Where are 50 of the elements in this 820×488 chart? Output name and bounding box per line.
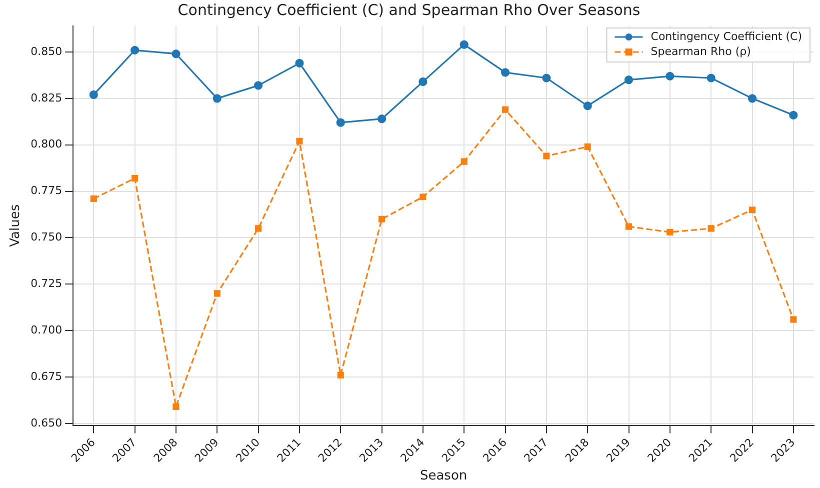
point <box>255 225 262 232</box>
y-axis-title: Values <box>8 204 24 247</box>
legend-label: Contingency Coefficient (C) <box>650 30 802 43</box>
point <box>420 194 426 200</box>
point <box>626 223 632 230</box>
point <box>666 72 674 80</box>
x-axis-title: Season <box>420 468 468 484</box>
point <box>378 114 386 124</box>
point <box>296 138 303 144</box>
point <box>542 74 551 82</box>
point <box>337 372 344 378</box>
point <box>460 158 468 165</box>
point <box>90 195 97 202</box>
chart-title: Contingency Coefficient (C) and Spearman Rho Over Seasons <box>178 0 640 19</box>
point <box>502 106 509 113</box>
point <box>295 58 304 68</box>
point <box>378 216 386 222</box>
point <box>583 102 592 110</box>
point <box>254 81 263 90</box>
point <box>706 74 716 82</box>
point <box>500 68 510 77</box>
y-tick-label: 0.800 <box>30 138 62 151</box>
legend-label: Spearman Rho (ρ) <box>650 44 751 58</box>
y-tick-label: 0.850 <box>30 44 62 58</box>
point <box>89 90 98 100</box>
y-tick-label: 0.750 <box>30 230 62 244</box>
point <box>789 110 798 120</box>
point <box>748 94 757 103</box>
point <box>130 46 140 54</box>
point <box>624 76 634 84</box>
point <box>708 225 714 232</box>
y-tick-label: 0.725 <box>30 276 62 290</box>
point <box>666 228 674 236</box>
point <box>172 50 180 58</box>
point <box>460 40 468 49</box>
point <box>172 403 180 410</box>
point <box>132 175 138 182</box>
point <box>748 206 756 214</box>
point <box>214 290 220 297</box>
y-tick-label: 0.700 <box>30 323 62 336</box>
y-tick-label: 0.675 <box>30 370 62 383</box>
point <box>790 316 797 323</box>
point <box>212 94 222 103</box>
point <box>543 152 550 160</box>
y-tick-label: 0.825 <box>30 91 62 104</box>
y-tick-label: 0.775 <box>30 184 62 198</box>
point <box>418 77 428 86</box>
y-tick-label: 0.650 <box>30 416 62 430</box>
point <box>584 143 591 150</box>
point <box>336 118 345 127</box>
